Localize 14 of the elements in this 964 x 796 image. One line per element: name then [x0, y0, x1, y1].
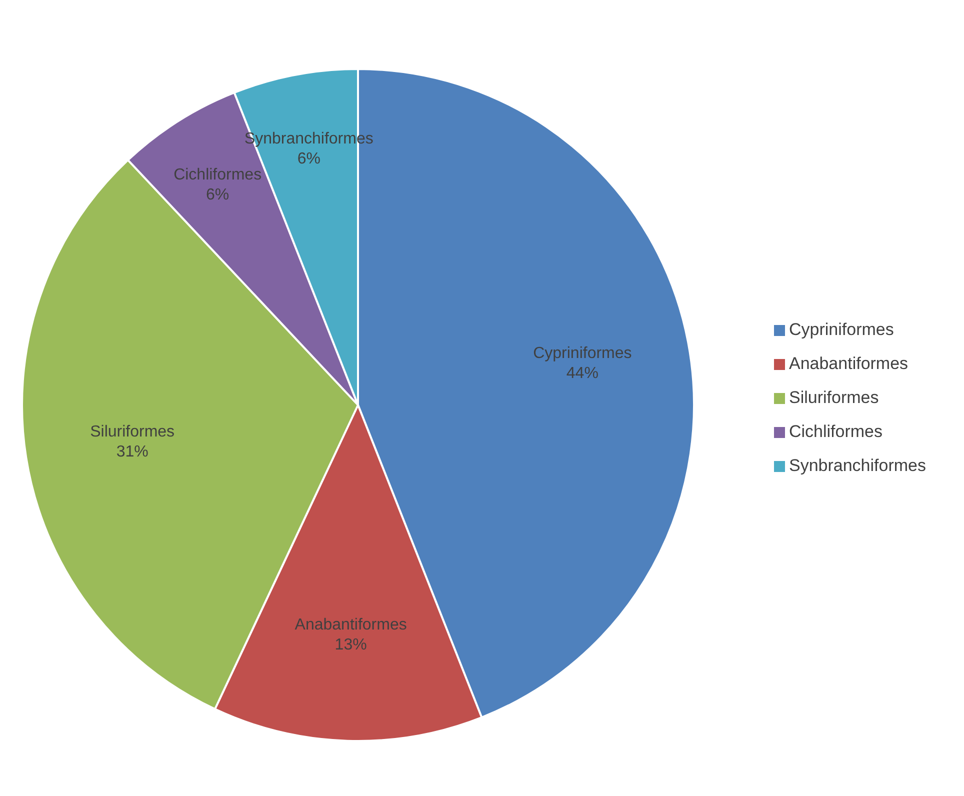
- data-label: 6%: [206, 186, 230, 204]
- slice-label: Siluriformes: [90, 424, 175, 441]
- legend-label: Cichliformes: [788, 422, 883, 441]
- slice-label: Anabantiformes: [294, 616, 407, 634]
- data-label: 44%: [566, 365, 598, 382]
- legend-label: Anabantiformes: [788, 354, 908, 373]
- legend-label: Cypriniformes: [788, 320, 894, 339]
- data-label: 13%: [334, 636, 367, 654]
- slice-label: Cichliformes: [174, 166, 262, 184]
- data-label: 31%: [116, 444, 148, 461]
- legend-label: Siluriformes: [788, 388, 879, 407]
- legend-label: Synbranchiformes: [788, 456, 926, 475]
- data-label: 6%: [297, 150, 320, 168]
- slice-label: Cypriniformes: [533, 345, 632, 362]
